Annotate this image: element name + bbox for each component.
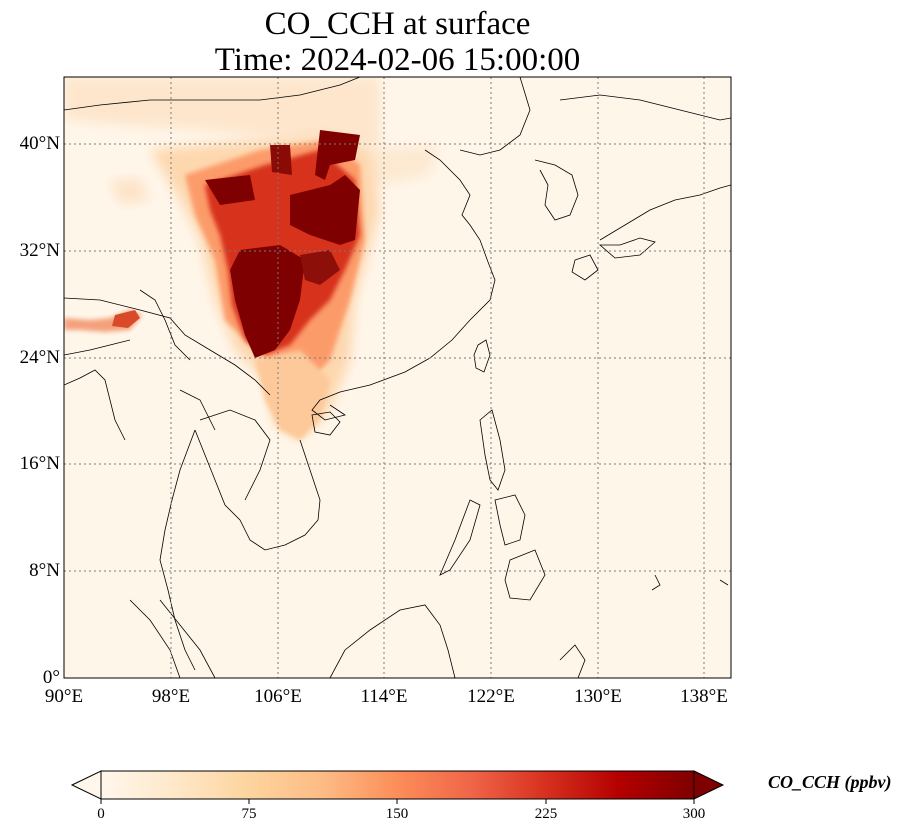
colorbar-tick-label: 0 bbox=[97, 806, 105, 822]
map-frame bbox=[63, 76, 732, 679]
colorbar-extend-low bbox=[70, 770, 102, 800]
map-title: CO_CCH at surface bbox=[264, 6, 531, 42]
colorbar-label: CO_CCH (ppbv) bbox=[768, 772, 892, 792]
y-tick-label: 8°N bbox=[29, 560, 60, 581]
colorbar-extend-high bbox=[693, 770, 725, 800]
y-tick-label: 0° bbox=[42, 667, 60, 688]
coastlines bbox=[64, 77, 731, 678]
x-tick-label: 98°E bbox=[151, 686, 191, 707]
colorbar-tick-label: 225 bbox=[534, 806, 558, 822]
y-tick-label: 24°N bbox=[19, 347, 60, 368]
y-tick-label: 32°N bbox=[19, 240, 60, 261]
concentration-field bbox=[64, 77, 440, 440]
x-tick-label: 106°E bbox=[254, 686, 302, 707]
gridlines bbox=[64, 77, 731, 678]
map-subtitle-time: Time: 2024-02-06 15:00:00 bbox=[214, 42, 581, 78]
colorbar-tick-label: 300 bbox=[682, 806, 706, 822]
y-tick-label: 16°N bbox=[19, 453, 60, 474]
colorbar bbox=[70, 770, 725, 804]
x-tick-label: 138°E bbox=[680, 686, 728, 707]
x-tick-label: 114°E bbox=[360, 686, 408, 707]
y-tick-label: 40°N bbox=[19, 133, 60, 154]
x-tick-label: 130°E bbox=[574, 686, 622, 707]
x-tick-label: 90°E bbox=[44, 686, 84, 707]
colorbar-gradient bbox=[101, 771, 694, 799]
x-tick-label: 122°E bbox=[467, 686, 515, 707]
colorbar-tick-label: 75 bbox=[241, 806, 257, 822]
colorbar-tick-label: 150 bbox=[385, 806, 409, 822]
